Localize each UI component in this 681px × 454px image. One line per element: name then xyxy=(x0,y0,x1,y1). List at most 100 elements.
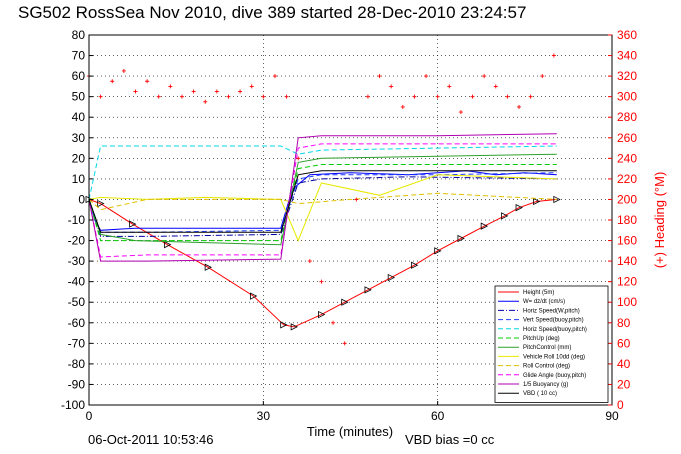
height-marker xyxy=(318,310,326,319)
y-right-tick-label: 200 xyxy=(617,192,637,206)
left-y-ticks: 80 70 60 50 40 30 20 10 0 -10 -20 -30 -40 -50 -60 -70 -8… xyxy=(61,28,93,412)
series-line-7 xyxy=(88,174,557,242)
series-group xyxy=(85,133,561,331)
x-tick-label: 60 xyxy=(431,409,445,423)
legend-entry: VBD ( 10 cc) xyxy=(523,391,557,397)
y-tick-label: -100 xyxy=(61,398,85,412)
y-tick-label: 80 xyxy=(72,28,86,42)
heading-marker xyxy=(377,74,382,79)
grid xyxy=(89,35,612,405)
y-right-tick-label: 340 xyxy=(617,49,637,63)
heading-marker xyxy=(249,84,254,89)
y-tick-label: 40 xyxy=(72,110,86,124)
y-tick-label: -10 xyxy=(68,213,86,227)
y-tick-label: 50 xyxy=(72,90,86,104)
legend-entry: Vehicle Roll 10dd (deg) xyxy=(523,354,585,360)
y-right-tick-label: 60 xyxy=(617,336,631,350)
legend-entry: W= dz/dt (cm/s) xyxy=(523,299,565,305)
legend-entry: Horiz Speed(W,pitch) xyxy=(523,308,580,314)
y-tick-label: 0 xyxy=(78,192,85,206)
y-right-tick-label: 0 xyxy=(617,398,624,412)
y-right-tick-label: 320 xyxy=(617,69,637,83)
right-y-axis-label: (+) Heading (°M) xyxy=(652,172,667,269)
height-marker xyxy=(290,323,299,331)
heading-marker xyxy=(482,74,487,79)
heading-marker xyxy=(365,94,370,99)
y-tick-label: 10 xyxy=(72,172,86,186)
series-line-9 xyxy=(88,143,557,258)
y-tick-label: -70 xyxy=(68,336,86,350)
height-marker xyxy=(364,286,372,294)
series-line-3 xyxy=(88,172,557,233)
heading-marker xyxy=(284,94,289,99)
heading-marker xyxy=(458,110,463,115)
series-line-2 xyxy=(88,176,557,237)
y-tick-label: -40 xyxy=(68,275,86,289)
y-right-tick-label: 40 xyxy=(617,357,631,371)
height-marker xyxy=(501,212,509,220)
heading-marker xyxy=(168,84,173,89)
series-line-0 xyxy=(88,198,557,328)
height-marker xyxy=(457,234,465,243)
chart-title: SG502 RossSea Nov 2010, dive 389 started… xyxy=(18,3,526,22)
height-marker xyxy=(533,197,541,206)
series-line-8 xyxy=(88,192,557,211)
y-right-tick-label: 160 xyxy=(617,234,637,248)
y-right-tick-label: 100 xyxy=(617,295,637,309)
series-line-1 xyxy=(88,170,557,231)
y-right-tick-label: 360 xyxy=(617,28,637,42)
series-line-10 xyxy=(88,133,557,262)
heading-marker xyxy=(261,94,266,99)
y-tick-label: -90 xyxy=(68,377,86,391)
y-tick-label: -80 xyxy=(68,357,86,371)
legend-entry: Roll Control (deg) xyxy=(523,364,570,370)
heading-marker xyxy=(191,89,196,94)
height-marker xyxy=(411,261,419,269)
series-line-4 xyxy=(88,145,557,200)
height-marker xyxy=(515,204,523,212)
x-axis-label: Time (minutes) xyxy=(307,424,393,439)
legend-entry: Horiz Speed(buoy,pitch) xyxy=(523,327,587,333)
series-line-6 xyxy=(88,153,557,246)
height-marker xyxy=(480,222,489,230)
heading-marker xyxy=(331,320,336,325)
height-marker xyxy=(434,247,442,255)
heading-marker xyxy=(307,259,312,264)
y-right-tick-label: 180 xyxy=(617,213,637,227)
y-right-tick-label: 80 xyxy=(617,316,631,330)
right-y-ticks: 3603403203002802602402202001801601401201… xyxy=(608,28,637,412)
y-tick-label: 70 xyxy=(72,49,86,63)
heading-marker xyxy=(354,197,359,202)
height-marker xyxy=(250,292,258,300)
heading-marker xyxy=(493,84,498,89)
heading-marker xyxy=(226,94,231,99)
heading-marker xyxy=(424,74,429,79)
heading-marker xyxy=(110,79,115,84)
footer-date: 06-Oct-2011 10:53:46 xyxy=(88,432,214,447)
heading-marker xyxy=(145,79,150,84)
legend-entry: 1/5 Buoyancy (g) xyxy=(523,382,568,388)
legend-entry: PitchControl (mm) xyxy=(523,345,571,351)
height-marker xyxy=(164,241,172,249)
y-tick-label: -50 xyxy=(68,295,86,309)
y-right-tick-label: 300 xyxy=(617,90,637,104)
heading-marker xyxy=(342,341,347,346)
y-tick-label: 20 xyxy=(72,151,86,165)
legend-entry: Height (5m) xyxy=(523,290,554,296)
y-tick-label: -20 xyxy=(68,234,86,248)
x-tick-label: 30 xyxy=(257,409,271,423)
footer-note: VBD bias =0 cc xyxy=(405,432,495,447)
x-ticks: 0 30 60 90 xyxy=(86,401,619,423)
heading-marker xyxy=(179,94,184,99)
heading-marker xyxy=(319,279,324,284)
heading-marker xyxy=(133,89,138,94)
heading-marker xyxy=(238,89,243,94)
series-line-5 xyxy=(88,164,557,242)
heading-marker xyxy=(470,94,475,99)
heading-marker xyxy=(540,74,545,79)
heading-marker xyxy=(296,156,301,161)
y-tick-label: 60 xyxy=(72,69,86,83)
height-marker xyxy=(97,199,105,208)
x-tick-label: 90 xyxy=(605,409,619,423)
